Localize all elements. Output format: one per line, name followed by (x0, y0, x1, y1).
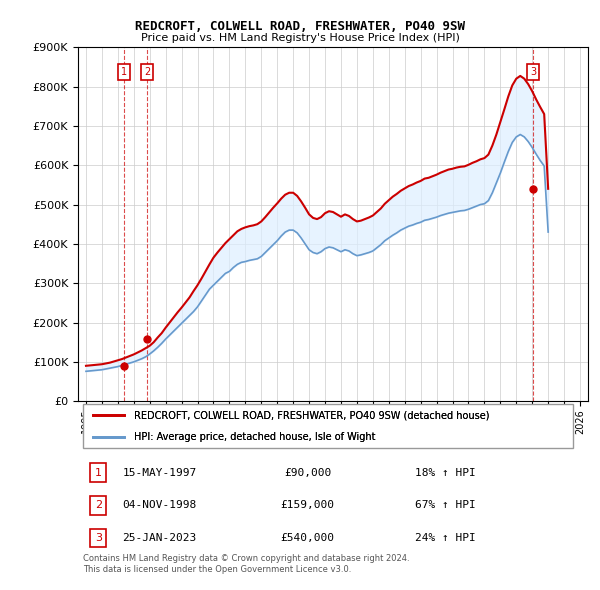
Text: 3: 3 (95, 533, 102, 543)
Text: REDCROFT, COLWELL ROAD, FRESHWATER, PO40 9SW (detached house): REDCROFT, COLWELL ROAD, FRESHWATER, PO40… (134, 410, 490, 420)
Text: 3: 3 (530, 67, 536, 77)
Text: 24% ↑ HPI: 24% ↑ HPI (415, 533, 476, 543)
Text: £159,000: £159,000 (281, 500, 335, 510)
Text: REDCROFT, COLWELL ROAD, FRESHWATER, PO40 9SW (detached house): REDCROFT, COLWELL ROAD, FRESHWATER, PO40… (134, 410, 490, 420)
Text: Contains HM Land Registry data © Crown copyright and database right 2024.
This d: Contains HM Land Registry data © Crown c… (83, 555, 410, 573)
Text: £90,000: £90,000 (284, 467, 331, 477)
Text: 67% ↑ HPI: 67% ↑ HPI (415, 500, 476, 510)
Text: 1: 1 (121, 67, 127, 77)
Text: £540,000: £540,000 (281, 533, 335, 543)
Text: 1: 1 (95, 467, 102, 477)
FancyBboxPatch shape (83, 404, 573, 448)
Text: 15-MAY-1997: 15-MAY-1997 (122, 467, 197, 477)
Text: 2: 2 (95, 500, 102, 510)
Text: HPI: Average price, detached house, Isle of Wight: HPI: Average price, detached house, Isle… (134, 432, 376, 442)
Text: HPI: Average price, detached house, Isle of Wight: HPI: Average price, detached house, Isle… (134, 432, 376, 442)
Text: 18% ↑ HPI: 18% ↑ HPI (415, 467, 476, 477)
Text: Price paid vs. HM Land Registry's House Price Index (HPI): Price paid vs. HM Land Registry's House … (140, 34, 460, 43)
Text: 2: 2 (144, 67, 150, 77)
Text: 25-JAN-2023: 25-JAN-2023 (122, 533, 197, 543)
Text: 04-NOV-1998: 04-NOV-1998 (122, 500, 197, 510)
Text: REDCROFT, COLWELL ROAD, FRESHWATER, PO40 9SW: REDCROFT, COLWELL ROAD, FRESHWATER, PO40… (135, 20, 465, 33)
